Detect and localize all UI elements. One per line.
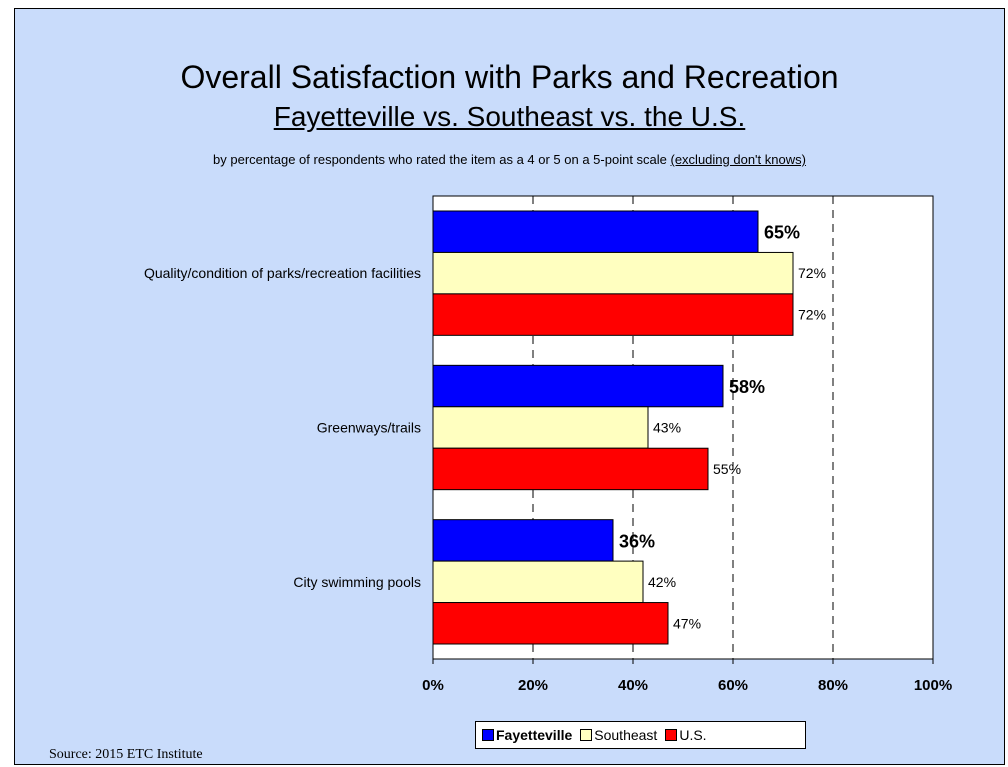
bar-chart: 65% 72% 72% Quality/condition of parks/recr…	[144, 195, 952, 694]
x-tick-label: 0%	[422, 677, 444, 694]
legend-swatch-us	[665, 729, 678, 741]
data-label-southeast: 42%	[648, 574, 676, 590]
chart-note: by percentage of respondents who rated t…	[15, 152, 1004, 167]
legend-label-southeast: Southeast	[594, 727, 658, 743]
data-label-us: 72%	[798, 307, 826, 323]
bar-southeast	[432, 251, 794, 295]
chart-subtitle: Fayetteville vs. Southeast vs. the U.S.	[273, 101, 746, 132]
data-label-southeast: 72%	[798, 265, 826, 281]
bar-southeast	[432, 406, 649, 449]
chart-title: Overall Satisfaction with Parks and Recr…	[180, 59, 839, 95]
x-tick-label: 60%	[718, 677, 748, 694]
bar-us	[432, 293, 794, 336]
legend-swatch-southeast	[580, 729, 593, 741]
legend-item-fayetteville: Fayetteville	[482, 727, 572, 743]
category-label: Quality/condition of parks/recreation fa…	[144, 265, 421, 281]
bar-fayetteville	[432, 364, 724, 408]
data-label-us: 55%	[713, 461, 741, 477]
chart-note-underlined: (excluding don't knows)	[670, 152, 806, 167]
legend-label-fayetteville: Fayetteville	[496, 727, 573, 743]
legend-swatch-fayetteville	[482, 729, 494, 741]
data-label-fayetteville: 58%	[729, 377, 765, 397]
bar-fayetteville	[432, 519, 614, 562]
x-tick-label: 20%	[518, 677, 548, 694]
category-label: Greenways/trails	[317, 420, 421, 436]
x-tick-label: 100%	[914, 677, 952, 694]
bar-fayetteville	[432, 210, 759, 253]
data-label-fayetteville: 65%	[764, 223, 800, 243]
x-tick-label: 80%	[818, 677, 848, 694]
legend-label-us: U.S.	[679, 727, 707, 743]
legend-item-us: U.S.	[665, 727, 707, 743]
chart-note-text: by percentage of respondents who rated t…	[213, 152, 671, 167]
legend-item-southeast: Southeast	[580, 727, 657, 743]
source-note: Source: 2015 ETC Institute	[49, 747, 203, 762]
category-label: City swimming pools	[293, 574, 421, 590]
data-label-southeast: 43%	[653, 420, 681, 436]
bar-southeast	[432, 560, 644, 604]
bar-us	[432, 447, 709, 491]
x-tick-label: 40%	[618, 677, 648, 694]
data-label-fayetteville: 36%	[619, 531, 655, 551]
chart-legend: Fayetteville Southeast U.S.	[475, 721, 806, 749]
data-label-us: 47%	[673, 615, 701, 631]
chart-slide: Overall Satisfaction with Parks and Recr…	[14, 8, 1005, 765]
bar-us	[432, 602, 669, 645]
